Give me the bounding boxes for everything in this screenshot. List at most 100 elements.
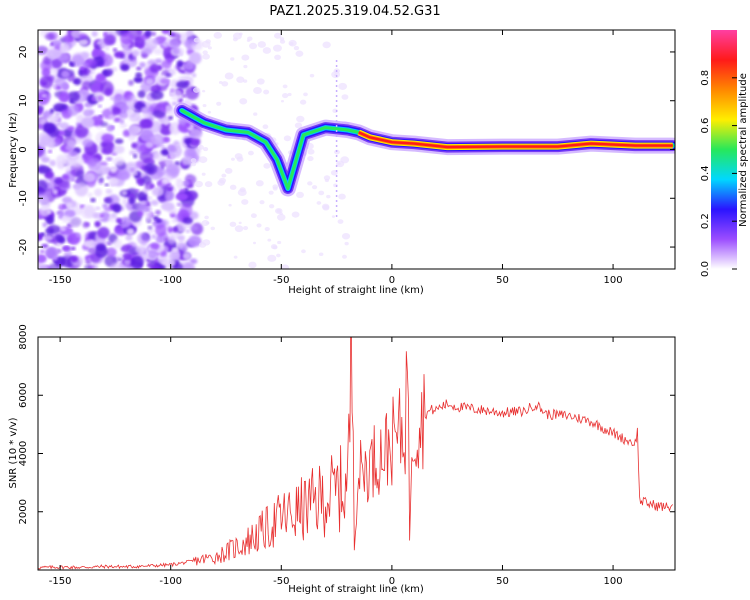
noise-blob [108, 177, 119, 186]
faint-noise-blob [202, 239, 211, 246]
noise-blob [44, 33, 55, 41]
noise-blob [42, 94, 47, 98]
noise-blob [61, 215, 71, 223]
noise-blob [65, 165, 73, 172]
y-tick-label: 10 [18, 94, 29, 107]
noise-blob [147, 249, 158, 259]
noise-blob [75, 180, 80, 183]
faint-noise-blob [248, 261, 257, 269]
x-tick-label: 0 [389, 275, 395, 286]
noise-blob [135, 245, 146, 254]
noise-blob [112, 47, 118, 53]
noise-blob [139, 118, 153, 130]
noise-blob [171, 101, 178, 106]
noise-blob [139, 196, 149, 203]
faint-noise-blob [269, 204, 275, 209]
noise-blob [147, 225, 153, 230]
noise-blob [104, 196, 113, 204]
noise-blob [165, 104, 172, 111]
noise-blob [155, 224, 167, 237]
noise-blob [164, 190, 175, 201]
y-tick-label: 0 [18, 146, 29, 152]
noise-blob [130, 255, 144, 269]
faint-noise-blob [267, 254, 277, 262]
noise-blob [133, 153, 138, 159]
noise-blob [74, 182, 89, 197]
noise-blob [61, 70, 71, 79]
noise-blob [98, 176, 104, 182]
noise-blob [146, 206, 153, 212]
noise-blob [168, 187, 173, 191]
noise-blob [109, 166, 118, 173]
faint-noise-blob [262, 124, 269, 130]
noise-blob [162, 258, 176, 268]
noise-blob [40, 232, 46, 237]
noise-blob [189, 258, 198, 265]
noise-blob [59, 122, 70, 130]
noise-blob [47, 140, 57, 149]
colorbar-tick-label: 0.2 [700, 213, 711, 229]
noise-blob [38, 264, 49, 269]
noise-blob [60, 226, 67, 232]
faint-noise-blob [228, 203, 232, 207]
noise-blob [139, 150, 154, 163]
noise-blob [58, 92, 70, 103]
faint-noise-blob [234, 153, 243, 160]
noise-blob [140, 48, 153, 56]
noise-blob [41, 156, 50, 163]
faint-noise-blob [324, 178, 330, 183]
noise-blob [79, 66, 85, 71]
faint-noise-blob [259, 200, 265, 205]
noise-blob [140, 200, 147, 205]
faint-noise-blob [205, 39, 211, 44]
noise-blob [176, 60, 184, 68]
noise-blob [39, 249, 46, 254]
faint-noise-blob [296, 115, 305, 123]
noise-blob [137, 90, 146, 99]
faint-noise-blob [318, 190, 325, 196]
noise-blob [48, 149, 53, 154]
noise-blob [182, 262, 196, 269]
noise-blob [105, 247, 117, 258]
noise-blob [179, 188, 186, 194]
noise-blob [81, 54, 88, 59]
noise-blob [185, 229, 190, 233]
faint-noise-blob [341, 94, 349, 100]
noise-blob [100, 121, 109, 127]
noise-blob [80, 204, 94, 219]
faint-noise-blob [213, 31, 223, 39]
noise-blob [110, 96, 116, 101]
snr-y-axis-label: SNR (10 * v/v) [8, 417, 19, 488]
noise-blob [99, 80, 114, 96]
noise-blob [161, 41, 169, 48]
faint-noise-blob [323, 175, 331, 181]
faint-noise-blob [282, 84, 288, 89]
faint-noise-blob [253, 112, 258, 116]
noise-blob [189, 137, 201, 146]
faint-noise-blob [202, 89, 206, 93]
noise-blob [106, 124, 115, 132]
faint-noise-blob [204, 215, 209, 220]
noise-blob [155, 209, 161, 216]
faint-noise-blob [274, 54, 281, 61]
y-tick-label: 6000 [18, 383, 29, 408]
noise-blob [189, 133, 195, 137]
noise-blob [78, 39, 89, 46]
noise-blob [100, 139, 115, 155]
noise-blob [62, 174, 70, 180]
noise-blob [134, 42, 139, 47]
noise-blob [154, 58, 163, 64]
noise-blob [126, 108, 134, 115]
noise-blob [120, 54, 125, 59]
noise-blob [139, 128, 154, 142]
colorbar-tick-label: 0.4 [700, 165, 711, 181]
noise-blob [122, 252, 133, 260]
noise-blob [186, 30, 194, 38]
noise-blob [119, 118, 125, 124]
noise-blob [177, 235, 186, 241]
faint-noise-blob [243, 64, 248, 69]
x-tick-label: -50 [273, 576, 289, 587]
noise-blob [160, 201, 175, 211]
noise-blob [54, 111, 61, 117]
snr-panel: -150 -100 -50 0 50 100 2000 4000 6000 8000 Heigh… [8, 324, 676, 595]
